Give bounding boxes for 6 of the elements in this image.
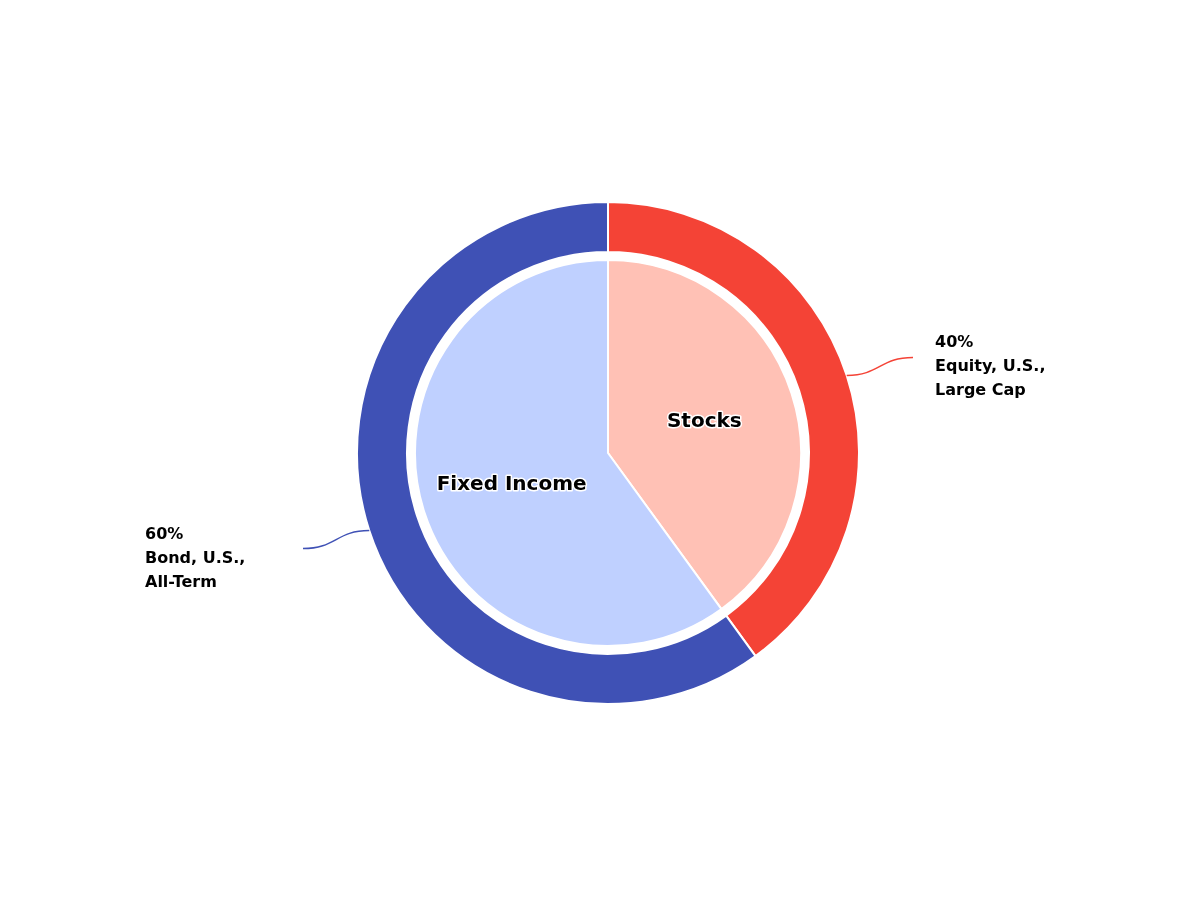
slice-label: Bond, U.S., All-Term — [145, 547, 246, 591]
slice-label: Stocks — [666, 408, 742, 433]
legend-label: Equity, U.S., Large Cap — [935, 356, 1046, 400]
data-label: 40% — [935, 332, 974, 352]
data-label: 60% — [145, 523, 184, 543]
slice-label: Fixed Income — [436, 470, 587, 495]
